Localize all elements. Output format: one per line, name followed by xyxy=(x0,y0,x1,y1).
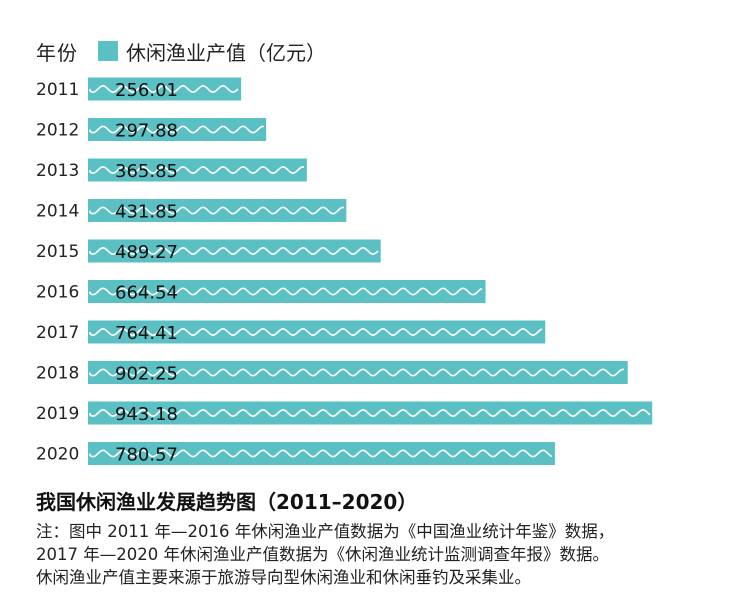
chart-legend: 年份 休闲渔业产值（亿元） xyxy=(36,36,326,66)
note-line-1: 注：图中 2011 年—2016 年休闲渔业产值数据为《中国渔业统计年鉴》数据， xyxy=(36,522,615,541)
bar-wave-decoration xyxy=(89,166,304,174)
year-tick-label: 2018 xyxy=(36,364,79,384)
year-tick-label: 2011 xyxy=(36,80,79,100)
bar-wave-decoration xyxy=(89,85,239,93)
bar-value-label: 780.57 xyxy=(115,445,178,466)
year-tick-label: 2014 xyxy=(36,202,79,222)
bar-wave-decoration xyxy=(89,368,624,377)
year-tick-label: 2012 xyxy=(36,121,79,141)
year-tick-label: 2019 xyxy=(36,404,79,424)
bar-value-label: 764.41 xyxy=(115,323,178,344)
bar-value-label: 943.18 xyxy=(115,404,178,425)
category-axis-header: 年份 xyxy=(36,40,78,65)
bar-wave-decoration xyxy=(89,409,651,417)
bar-2011 xyxy=(88,77,242,101)
bar-2019 xyxy=(88,401,653,425)
year-tick-label: 2017 xyxy=(36,323,79,343)
bar-value-label: 297.88 xyxy=(115,121,178,142)
bar-value-label: 431.85 xyxy=(115,202,178,223)
bar-wave-decoration xyxy=(89,328,543,336)
year-tick-label: 2015 xyxy=(36,242,79,262)
bar-value-label: 256.01 xyxy=(115,80,178,101)
year-tick-label: 2016 xyxy=(36,283,79,303)
bar-wave-decoration xyxy=(89,287,483,296)
legend-swatch xyxy=(98,41,118,61)
year-tick-label: 2020 xyxy=(36,445,79,465)
bar-2016 xyxy=(88,280,486,303)
bar-2020 xyxy=(88,442,555,465)
chart-title: 我国休闲渔业发展趋势图（2011–2020） xyxy=(36,490,418,514)
chart-note: 注：图中 2011 年—2016 年休闲渔业产值数据为《中国渔业统计年鉴》数据，… xyxy=(36,520,736,589)
year-tick-label: 2013 xyxy=(36,161,79,181)
bar-2017 xyxy=(88,320,546,344)
bar-wave-decoration xyxy=(89,206,344,215)
bar-value-label: 902.25 xyxy=(115,364,178,385)
note-line-2: 2017 年—2020 年休闲渔业产值数据为《休闲渔业统计监测调查年报》数据。 xyxy=(36,545,609,564)
legend-label: 休闲渔业产值（亿元） xyxy=(126,40,326,65)
bar-chart: 2011 256.01 2012 297.88 2013 365.85 2014 431.85… xyxy=(36,77,653,466)
bar-value-label: 365.85 xyxy=(115,161,178,182)
bar-value-label: 664.54 xyxy=(115,283,178,304)
bar-wave-decoration xyxy=(89,125,264,134)
note-line-3: 休闲渔业产值主要来源于旅游导向型休闲渔业和休闲垂钓及采集业。 xyxy=(36,568,531,587)
bar-value-label: 489.27 xyxy=(115,242,178,263)
bar-wave-decoration xyxy=(89,247,379,255)
bar-2015 xyxy=(88,239,381,263)
bar-wave-decoration xyxy=(89,449,553,458)
